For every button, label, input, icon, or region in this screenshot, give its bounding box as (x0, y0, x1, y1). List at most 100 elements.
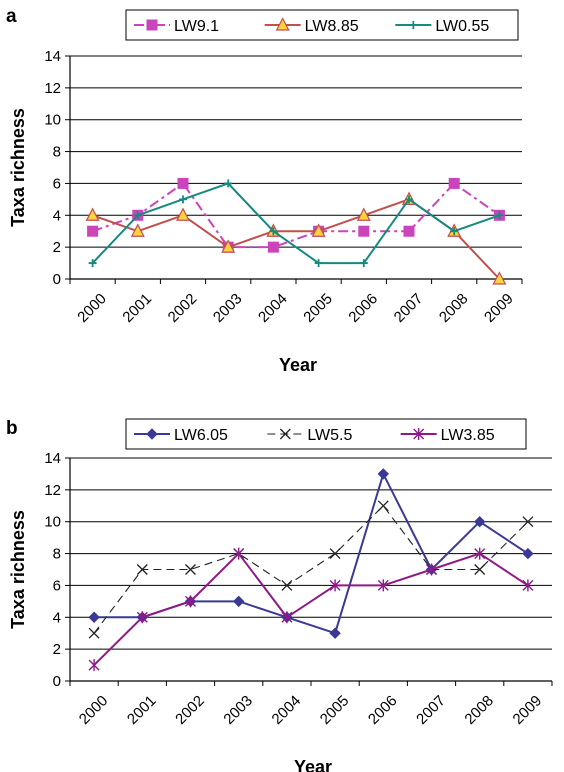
legend-b: LW6.05 LW5.5 LW3.85 (125, 418, 527, 450)
point-a-LW0.55-2002 (179, 195, 187, 204)
legend-marker-b-LW5.5 (279, 428, 291, 440)
point-a-LW8.85-2009 (492, 271, 507, 285)
panel-a: a Taxa richness Year 0 2 4 6 8 10 12 14 2000 2001… (6, 6, 523, 375)
y-tick-label-a-12: 12 (44, 80, 61, 97)
legend-a: LW9.1 LW8.85 LW0.55 (125, 9, 519, 41)
point-b-LW3.85-2003 (233, 547, 245, 560)
y-tick-label-a-10: 10 (44, 112, 61, 129)
point-a-LW8.85-2005 (311, 223, 326, 237)
legend-marker-a-LW8.85 (275, 17, 290, 31)
point-b-LW6.05-2009 (522, 547, 534, 560)
legend-marker-a-LW9.1 (146, 19, 158, 31)
y-tick-label-b-14: 14 (44, 450, 61, 467)
point-a-LW0.55-2009 (495, 211, 504, 220)
point-a-LW8.85-2003 (221, 239, 236, 253)
y-tick-label-a-14: 14 (44, 48, 61, 65)
y-tick-label-b-12: 12 (44, 482, 61, 499)
legend-label-b-LW6.05: LW6.05 (174, 427, 228, 444)
point-b-LW3.85-2006 (377, 579, 389, 592)
point-a-LW8.85-2000 (85, 207, 100, 221)
point-a-LW0.55-2003 (224, 179, 233, 188)
legend-label-b-LW5.5: LW5.5 (307, 427, 352, 444)
x-tick-label-a-2009: 2009 (481, 290, 517, 326)
x-tick-label-b-2008: 2008 (461, 692, 497, 728)
x-tick-label-b-2005: 2005 (317, 692, 353, 728)
y-tick-label-a-6: 6 (53, 175, 61, 192)
point-b-LW5.5-2009 (522, 516, 534, 528)
point-a-LW9.1-2007 (403, 225, 415, 237)
point-b-LW3.85-2008 (474, 547, 486, 560)
point-a-LW0.55-2006 (359, 259, 368, 268)
x-tick-label-a-2007: 2007 (391, 290, 427, 326)
y-tick-label-b-8: 8 (53, 546, 61, 563)
point-b-LW5.5-2008 (474, 564, 486, 575)
panel-letter-a: a (6, 6, 17, 27)
x-tick-label-b-2000: 2000 (76, 692, 112, 728)
legend-label-a-LW0.55: LW0.55 (435, 18, 489, 35)
point-a-LW8.85-2001 (130, 223, 145, 237)
x-tick-label-a-2008: 2008 (436, 290, 472, 326)
y-axis-title-a: Taxa richness (8, 108, 28, 227)
point-b-LW6.05-2000 (88, 611, 100, 623)
point-b-LW5.5-2005 (329, 548, 341, 560)
point-b-LW3.85-2002 (185, 595, 196, 608)
x-tick-label-b-2003: 2003 (220, 692, 256, 728)
point-a-LW0.55-2005 (314, 259, 323, 268)
series-a-LW8.85 (85, 191, 507, 285)
legend-label-b-LW3.85: LW3.85 (441, 427, 495, 444)
point-b-LW5.5-2002 (185, 564, 196, 575)
x-tick-label-a-2004: 2004 (255, 290, 291, 326)
point-a-LW8.85-2006 (356, 207, 371, 221)
series-line-a-LW8.85 (92, 198, 501, 280)
x-tick-label-b-2006: 2006 (365, 692, 401, 728)
legend-label-a-LW8.85: LW8.85 (305, 18, 359, 35)
point-a-LW0.55-2007 (405, 195, 413, 204)
legend-box-b (125, 418, 527, 450)
y-tick-label-a-0: 0 (53, 271, 61, 288)
legend-marker-b-LW6.05 (146, 428, 158, 440)
x-tick-label-a-2001: 2001 (119, 290, 155, 326)
x-axis-title-b: Year (294, 757, 332, 772)
point-b-LW3.85-2005 (329, 579, 341, 592)
legend-box-a (125, 9, 519, 41)
y-tick-label-b-0: 0 (53, 673, 61, 690)
point-a-LW0.55-2000 (88, 259, 97, 268)
point-a-LW0.55-2001 (133, 211, 142, 220)
point-b-LW3.85-2009 (522, 579, 534, 592)
panel-b: b Taxa richness Year 0 2 4 6 8 10 12 14 2000 2001… (6, 418, 553, 772)
legend-marker-a-LW0.55 (409, 21, 418, 29)
point-a-LW9.1-2006 (358, 225, 370, 237)
point-b-LW5.5-2006 (377, 500, 389, 512)
series-b-LW3.85 (88, 547, 534, 672)
point-b-LW3.85-2007 (426, 563, 437, 576)
point-b-LW6.05-2006 (377, 468, 390, 480)
point-a-LW9.1-2002 (177, 177, 189, 189)
point-b-LW5.5-2000 (88, 627, 100, 639)
x-tick-label-b-2001: 2001 (124, 692, 160, 728)
series-line-b-LW3.85 (93, 552, 529, 666)
y-tick-label-b-6: 6 (53, 577, 61, 594)
point-a-LW9.1-2000 (87, 225, 99, 237)
point-b-LW3.85-2001 (136, 611, 148, 624)
legend-marker-b-LW3.85 (413, 428, 425, 440)
point-a-LW9.1-2004 (267, 241, 279, 253)
panel-letter-b: b (6, 418, 18, 439)
point-b-LW5.5-2004 (281, 579, 293, 591)
x-tick-label-b-2002: 2002 (172, 692, 208, 728)
y-tick-label-b-4: 4 (53, 609, 61, 626)
point-a-LW9.1-2008 (448, 177, 460, 189)
point-a-LW0.55-2008 (450, 227, 459, 236)
x-tick-label-a-2003: 2003 (210, 290, 246, 326)
y-tick-label-b-10: 10 (44, 514, 61, 531)
point-b-LW3.85-2000 (88, 659, 100, 672)
y-tick-label-a-2: 2 (53, 239, 61, 256)
point-b-LW6.05-2003 (232, 595, 245, 608)
y-tick-label-a-4: 4 (53, 207, 61, 224)
legend-label-a-LW9.1: LW9.1 (174, 18, 219, 35)
x-tick-label-b-2009: 2009 (510, 692, 546, 728)
y-axis-title-b: Taxa richness (8, 510, 28, 629)
x-tick-label-a-2002: 2002 (165, 290, 201, 326)
y-tick-label-b-2: 2 (53, 641, 61, 658)
